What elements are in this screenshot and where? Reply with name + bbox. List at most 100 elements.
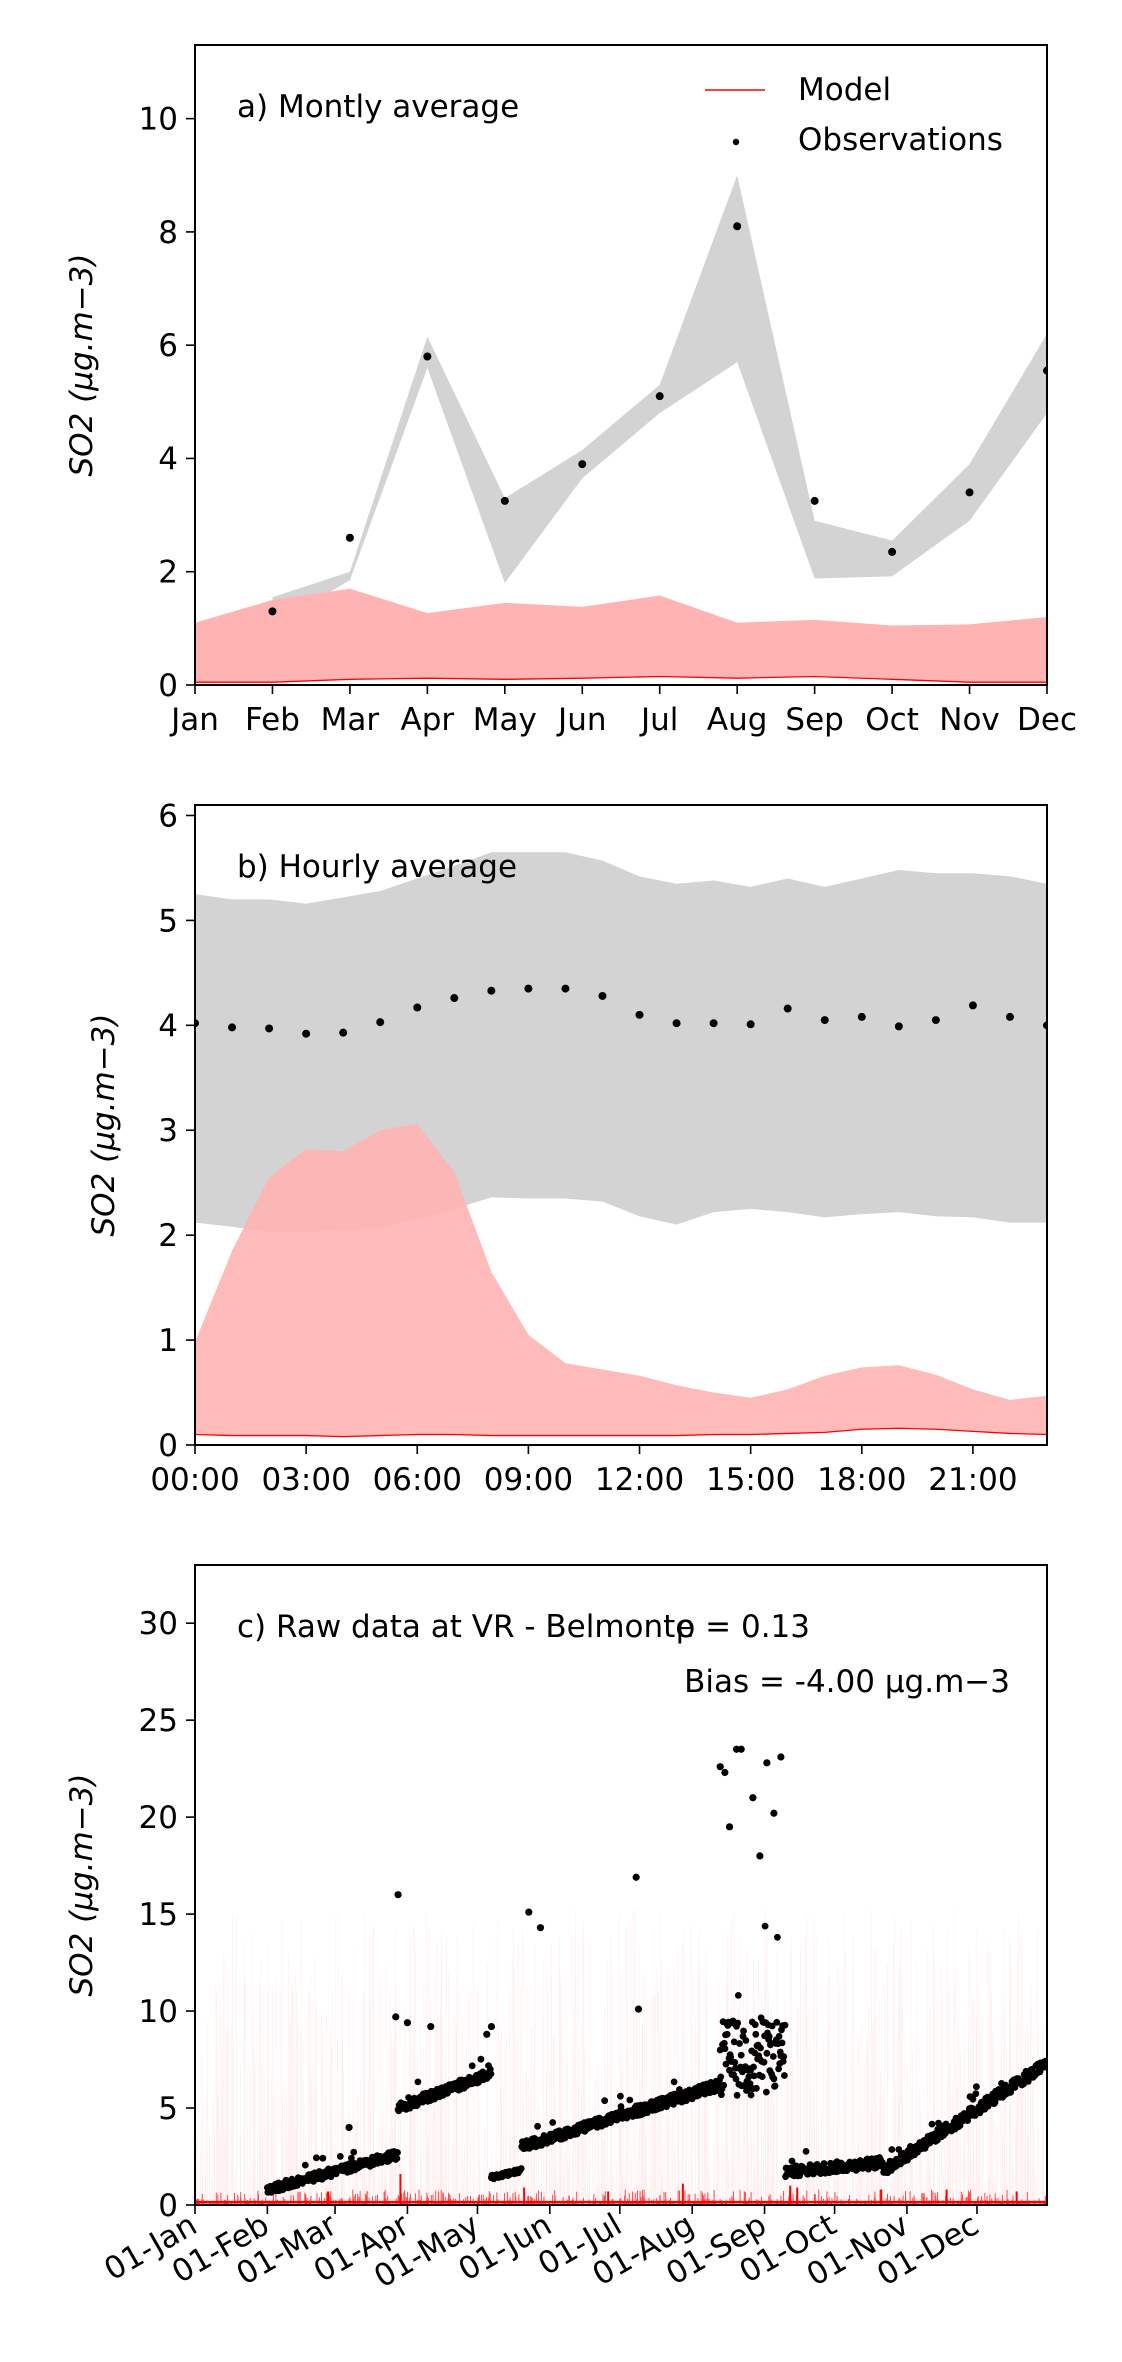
y-axis-label: SO2 (µg.m−3) <box>64 254 100 477</box>
observation-point <box>770 2075 778 2083</box>
x-axis: 00:00 03:00 06:00 09:00 12:00 15:00 18:00 21:00 <box>150 1445 1018 1498</box>
observation-point <box>313 2154 320 2162</box>
x-tick-label: Dec <box>1017 702 1077 738</box>
panel-annotation: b) Hourly average <box>237 849 517 885</box>
y-axis: 0 1 2 3 4 5 6 <box>158 798 195 1464</box>
observation-point <box>549 2119 557 2126</box>
y-tick-label: 30 <box>139 1606 178 1642</box>
x-tick-label: 18:00 <box>817 1462 906 1498</box>
observation-point <box>783 1004 792 1013</box>
y-tick-label: 0 <box>158 1428 178 1464</box>
observation-point <box>747 2091 755 2099</box>
observation-point <box>773 2018 781 2026</box>
x-tick-label: Jul <box>639 702 678 738</box>
y-tick-label: 25 <box>139 1703 178 1739</box>
x-axis: 01-Jan01-Feb01-Mar01-Apr01-May01-Jun01-J… <box>98 2205 985 2295</box>
observation-point <box>598 991 607 1000</box>
y-axis: 0 2 4 6 8 10 <box>139 102 195 704</box>
observation-point <box>781 2021 789 2029</box>
observation-point <box>761 1922 769 1930</box>
y-tick-label: 0 <box>158 668 178 704</box>
model-range-band <box>195 588 1047 683</box>
observation-point <box>771 2082 779 2090</box>
observation-point <box>468 2062 476 2070</box>
observation-point <box>734 1992 742 1999</box>
observation-point <box>762 2088 770 2096</box>
observation-point <box>301 2161 309 2169</box>
observation-point <box>672 1019 681 1028</box>
observation-point <box>617 2103 625 2110</box>
y-tick-label: 2 <box>158 555 178 591</box>
observation-point <box>928 2120 936 2128</box>
observation-point <box>487 986 496 995</box>
x-tick-label: Jan <box>169 702 219 738</box>
observation-point <box>778 2039 786 2047</box>
observation-point <box>561 984 570 993</box>
y-axis: 0 5 10 15 20 25 30 <box>139 1606 195 2224</box>
observation-point <box>769 2053 777 2060</box>
observation-outlier <box>777 1753 785 1761</box>
observation-point <box>1005 1012 1014 1021</box>
observation-point <box>734 2019 742 2027</box>
observation-point <box>635 1010 644 1019</box>
observation-point <box>752 2030 760 2038</box>
x-tick-label: Jun <box>556 702 606 738</box>
observation-point <box>709 1019 718 1028</box>
x-tick-label: 15:00 <box>706 1462 795 1498</box>
observation-point <box>810 496 819 505</box>
y-tick-label: 6 <box>158 798 178 834</box>
x-axis: Jan Feb Mar Apr May Jun Jul Aug Sep Oct Nov Dec <box>169 685 1077 738</box>
observation-outlier <box>749 1794 757 1802</box>
plot-frame <box>194 1564 1048 2206</box>
observation-point <box>742 2037 750 2044</box>
observation-point <box>820 1016 829 1025</box>
observation-outlier <box>770 1809 778 1817</box>
observation-point <box>302 1029 311 1038</box>
observation-point <box>720 2081 728 2089</box>
observation-point <box>1036 2068 1044 2076</box>
y-tick-label: 2 <box>158 1218 178 1254</box>
observation-point <box>731 2059 739 2066</box>
observation-point <box>601 2097 609 2105</box>
observation-point <box>517 2165 525 2172</box>
observation-point <box>775 2033 783 2040</box>
observation-outlier <box>345 2123 353 2132</box>
observation-point <box>348 2154 355 2162</box>
observation-outlier <box>427 2022 435 2031</box>
panel-annotation: c) Raw data at VR - Belmonte <box>237 1609 694 1645</box>
model-line <box>195 675 1047 683</box>
observation-outlier <box>536 1924 545 1932</box>
observation-point <box>753 2084 760 2092</box>
panel-raw-data: 0 5 10 15 20 25 30 01-Jan01-Feb01-Mar01-Apr01-… <box>64 1564 1048 2295</box>
observation-outlier <box>763 1759 771 1767</box>
observation-point <box>750 2072 758 2080</box>
y-tick-label: 6 <box>158 328 178 364</box>
observation-point <box>968 1001 977 1010</box>
x-tick-label: Nov <box>939 702 1000 738</box>
x-tick-label: 06:00 <box>373 1462 462 1498</box>
y-tick-label: 10 <box>139 1994 178 2030</box>
observation-point <box>746 1020 755 1029</box>
observation-point <box>760 2058 768 2066</box>
observation-point <box>740 2027 747 2035</box>
observation-outlier <box>737 1745 745 1753</box>
observation-point <box>857 1012 866 1021</box>
observation-point <box>746 2080 754 2088</box>
x-tick-label: 03:00 <box>261 1462 350 1498</box>
observations-points <box>264 1745 1047 2196</box>
observation-point <box>350 2148 358 2156</box>
y-tick-label: 1 <box>158 1323 178 1359</box>
observation-point <box>670 2078 678 2086</box>
observation-point <box>751 2021 759 2029</box>
observation-point <box>487 2070 495 2078</box>
observation-point <box>965 488 974 497</box>
observation-point <box>757 2044 764 2052</box>
y-tick-label: 15 <box>139 1897 178 1933</box>
observation-point <box>744 2085 751 2093</box>
observation-point <box>423 352 432 361</box>
observation-point <box>802 2148 810 2155</box>
observation-outlier <box>756 1852 764 1860</box>
plot-frame <box>194 804 1048 1446</box>
x-tick-label: 00:00 <box>150 1462 239 1498</box>
